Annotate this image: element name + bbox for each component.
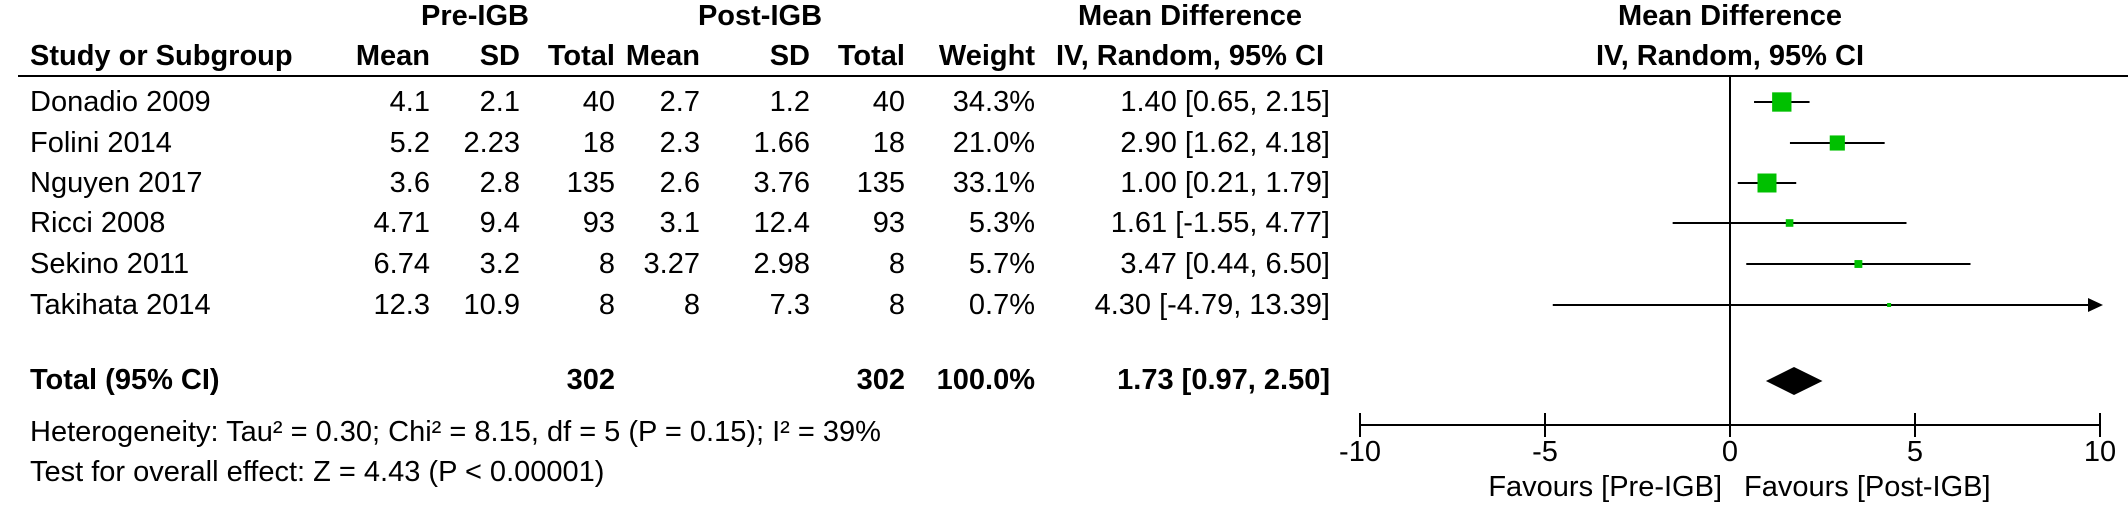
mean1-cell: 12.3	[373, 289, 430, 321]
plot-method: IV, Random, 95% CI	[1595, 40, 1865, 72]
x-tick-label: 0	[1722, 436, 1738, 468]
total1-cell: 40	[582, 86, 615, 118]
mean1-cell: 4.1	[389, 86, 430, 118]
favours-right-label: Favours [Post-IGB]	[1744, 471, 1991, 503]
header-rule	[18, 75, 2128, 77]
study-name: Donadio 2009	[30, 86, 211, 118]
point-marker	[1887, 303, 1892, 307]
mean2-cell: 8	[683, 289, 700, 321]
sd1-cell: 2.23	[463, 127, 520, 159]
total1-cell: 8	[598, 248, 615, 280]
total-label: Total (95% CI)	[30, 364, 220, 396]
sd2-header: SD	[769, 40, 810, 72]
sd1-header: SD	[479, 40, 520, 72]
total1-header: Total	[547, 40, 615, 72]
weight-header: Weight	[938, 40, 1035, 72]
study-name: Nguyen 2017	[30, 167, 203, 199]
total1-cell: 8	[598, 289, 615, 321]
weight-cell: 5.3%	[968, 207, 1035, 239]
point-marker	[1785, 219, 1794, 227]
sd2-cell: 1.2	[769, 86, 810, 118]
sd2-cell: 3.76	[753, 167, 810, 199]
sd1-cell: 10.9	[463, 289, 520, 321]
total2-cell: 8	[888, 248, 905, 280]
total2-cell: 93	[872, 207, 905, 239]
total1-cell: 18	[582, 127, 615, 159]
study-name: Takihata 2014	[30, 289, 211, 321]
mean2-cell: 2.6	[659, 167, 700, 199]
point-marker	[1854, 260, 1863, 268]
mean1-header: Mean	[355, 40, 430, 72]
sd1-cell: 2.8	[479, 167, 520, 199]
ci-arrow	[2088, 298, 2103, 312]
group2-header: Post-IGB	[697, 0, 823, 32]
study-col-header: Study or Subgroup	[30, 40, 293, 72]
sd2-cell: 1.66	[753, 127, 810, 159]
x-tick-label: -10	[1339, 436, 1381, 468]
ci-cell: 1.00 [0.21, 1.79]	[1120, 167, 1330, 199]
point-marker	[1772, 92, 1792, 112]
weight-cell: 34.3%	[952, 86, 1035, 118]
group1-header: Pre-IGB	[421, 0, 529, 32]
point-marker	[1757, 173, 1777, 193]
sd1-cell: 3.2	[479, 248, 520, 280]
favours-left-label: Favours [Pre-IGB]	[1488, 471, 1722, 503]
total2-cell: 135	[856, 167, 905, 199]
sd2-cell: 2.98	[753, 248, 810, 280]
total2-cell: 8	[888, 289, 905, 321]
total1-sum: 302	[566, 364, 615, 396]
mean2-cell: 3.27	[643, 248, 700, 280]
mean1-cell: 4.71	[373, 207, 430, 239]
total2-header: Total	[837, 40, 905, 72]
ci-cell: 4.30 [-4.79, 13.39]	[1094, 289, 1330, 321]
mean2-cell: 3.1	[659, 207, 700, 239]
ci-cell: 1.40 [0.65, 2.15]	[1120, 86, 1330, 118]
total-ci: 1.73 [0.97, 2.50]	[1117, 364, 1330, 396]
weight-cell: 5.7%	[968, 248, 1035, 280]
point-marker	[1829, 135, 1845, 151]
sd2-cell: 7.3	[769, 289, 810, 321]
mean2-cell: 2.7	[659, 86, 700, 118]
md-title: Mean Difference	[1077, 0, 1302, 32]
mean1-cell: 5.2	[389, 127, 430, 159]
weight-cell: 0.7%	[968, 289, 1035, 321]
mean1-cell: 6.74	[373, 248, 430, 280]
pooled-diamond	[1765, 367, 1823, 395]
mean2-cell: 2.3	[659, 127, 700, 159]
total2-sum: 302	[856, 364, 905, 396]
x-tick-label: 5	[1907, 436, 1923, 468]
sd1-cell: 2.1	[479, 86, 520, 118]
sd1-cell: 9.4	[479, 207, 520, 239]
ci-cell: 1.61 [-1.55, 4.77]	[1110, 207, 1330, 239]
x-tick-label: -5	[1532, 436, 1558, 468]
weight-cell: 21.0%	[952, 127, 1035, 159]
weight-cell: 33.1%	[952, 167, 1035, 199]
mean1-cell: 3.6	[389, 167, 430, 199]
total1-cell: 93	[582, 207, 615, 239]
study-name: Ricci 2008	[30, 207, 166, 239]
total-weight: 100.0%	[936, 364, 1035, 396]
total2-cell: 40	[872, 86, 905, 118]
ci-cell: 3.47 [0.44, 6.50]	[1120, 248, 1330, 280]
plot-title: Mean Difference	[1617, 0, 1842, 32]
total1-cell: 135	[566, 167, 615, 199]
md-method: IV, Random, 95% CI	[1055, 40, 1325, 72]
heterogeneity-text: Heterogeneity: Tau² = 0.30; Chi² = 8.15,…	[30, 416, 881, 448]
ci-cell: 2.90 [1.62, 4.18]	[1120, 127, 1330, 159]
sd2-cell: 12.4	[753, 207, 810, 239]
total2-cell: 18	[872, 127, 905, 159]
mean2-header: Mean	[625, 40, 700, 72]
study-name: Sekino 2011	[30, 248, 190, 280]
study-name: Folini 2014	[30, 127, 172, 159]
overall-effect-text: Test for overall effect: Z = 4.43 (P < 0…	[30, 456, 605, 488]
x-tick-label: 10	[2084, 436, 2116, 468]
